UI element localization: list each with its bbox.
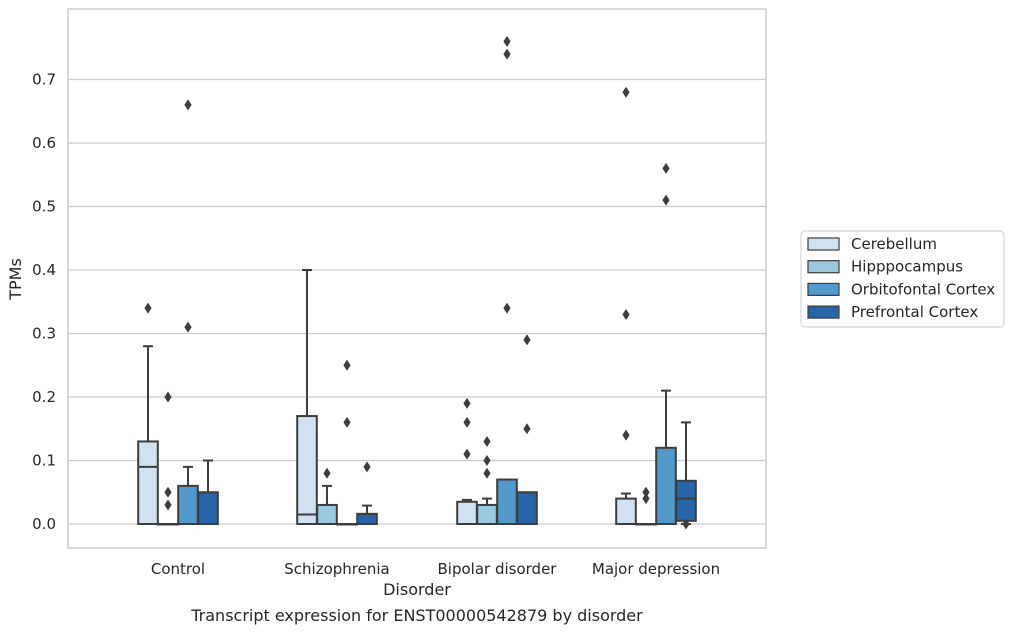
plot-frame [67,8,767,549]
box-prefrontal-cortex-0 [197,459,219,525]
outlier-point [463,416,471,428]
outlier-point [503,35,511,47]
box-orbitofontal-cortex-1 [336,359,358,526]
outlier-point [164,391,172,403]
legend-swatch [807,305,840,319]
outlier-point [164,486,172,498]
x-tick-label: Major depression [592,560,720,578]
box-body [496,478,518,525]
outlier-point [363,461,371,473]
outlier-point [622,86,630,98]
x-axis-ticks: Control Schizophrenia Bipolar disorder Majo… [151,560,720,578]
box-cerebellum-0 [137,302,159,526]
outlier-point [503,302,511,314]
outlier-point [523,334,531,346]
outlier-point [483,467,491,479]
outlier-point [662,194,670,206]
x-axis-label: Disorder [383,580,451,599]
box-body [177,484,199,525]
outlier-point [483,435,491,447]
x-tick-label: Schizophrenia [284,560,389,578]
y-tick-label: 0.0 [32,515,56,533]
outlier-point [622,308,630,320]
box-body [356,512,378,526]
box-body [316,503,338,526]
outlier-point [523,423,531,435]
box-hipppocampus-2 [476,435,498,526]
outlier-point [642,486,650,498]
outlier-point [164,499,172,511]
box-prefrontal-cortex-3 [675,421,697,530]
legend-frame [800,230,1005,328]
outlier-point [463,397,471,409]
outlier-point [144,302,152,314]
box-body [516,491,538,525]
x-tick-label: Control [151,560,205,578]
legend-label: Orbitofontal Cortex [851,280,995,298]
outlier-point [323,467,331,479]
outlier-point [642,493,650,505]
y-tick-label: 0.4 [32,261,56,279]
outlier-point [503,48,511,60]
outlier-point [483,455,491,466]
box-body [675,479,697,522]
box-orbitofontal-cortex-0 [177,99,199,525]
box-body [197,491,219,525]
legend-label: Cerebellum [851,235,937,253]
box-groups [137,35,697,530]
plot-background [68,9,766,548]
figure-caption: Transcript expression for ENST0000054287… [191,606,643,625]
outlier-point [622,429,630,441]
y-tick-label: 0.3 [32,325,56,343]
legend-swatch [807,260,840,274]
outlier-point [343,416,351,428]
box-prefrontal-cortex-2 [516,334,538,525]
box-body [476,503,498,526]
box-body [655,446,677,525]
box-body [296,415,318,525]
outlier-point [184,321,192,333]
box-prefrontal-cortex-1 [356,461,378,526]
legend-label: Prefrontal Cortex [851,303,978,321]
y-tick-label: 0.7 [32,71,56,89]
box-cerebellum-3 [615,86,637,526]
y-axis-ticks: 0.0 0.1 0.2 0.3 0.4 0.5 0.6 0.7 [32,71,56,534]
y-tick-label: 0.1 [32,452,56,470]
box-body [137,440,159,526]
x-tick-label: Bipolar disorder [438,560,558,578]
y-axis-label: TPMs [6,258,25,301]
box-body [615,497,637,526]
outlier-point [662,162,670,174]
box-orbitofontal-cortex-2 [496,35,518,525]
y-tick-label: 0.6 [32,134,56,152]
outlier-point [343,359,351,371]
box-cerebellum-1 [296,269,318,525]
legend-swatch [807,282,840,296]
legend-label: Hipppocampus [851,258,963,276]
y-tick-label: 0.2 [32,388,56,406]
box-body [456,500,478,525]
y-tick-label: 0.5 [32,198,56,216]
box-orbitofontal-cortex-3 [655,162,677,525]
legend-swatch [807,237,840,251]
outlier-point [682,518,690,530]
legend: Cerebellum Hipppocampus Orbitofontal Corte… [800,230,1005,328]
outlier-point [463,448,471,460]
box-hipppocampus-1 [316,467,338,526]
outlier-point [184,99,192,111]
